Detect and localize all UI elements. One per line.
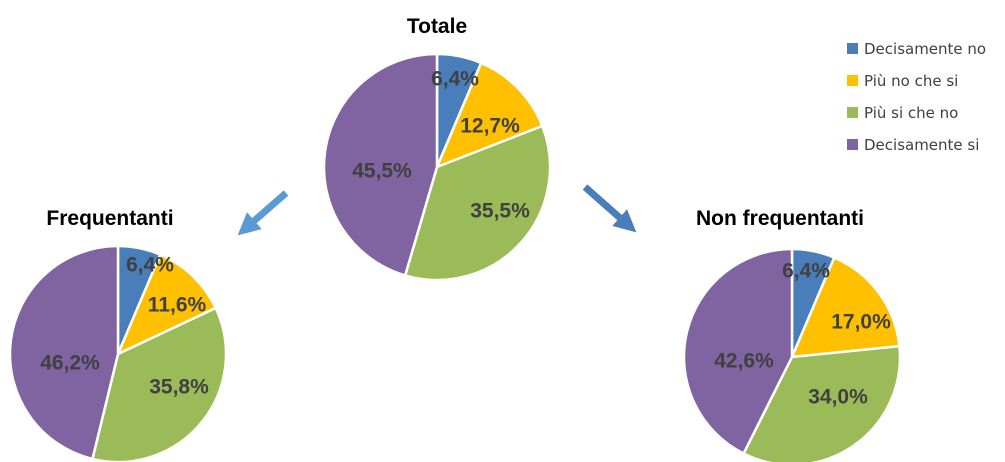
data-label-non-frequentanti-decisamente-si: 42,6% xyxy=(714,350,774,373)
legend-label-decisamente-si: Decisamente si xyxy=(864,136,979,154)
pie-slice-frequentanti-piu-no-che-si xyxy=(116,253,217,356)
pie-chart-totale: 6,4% 12,7% 35,5% 45,5% xyxy=(322,52,552,282)
pie-chart-non-frequentanti: 6,4% 17,0% 34,0% 42,6% xyxy=(682,247,902,462)
data-label-frequentanti-piu-no-che-si: 11,6% xyxy=(148,294,207,317)
pie-chart-frequentanti: 6,4% 11,6% 35,8% 46,2% xyxy=(8,244,228,462)
data-label-frequentanti-decisamente-no: 6,4% xyxy=(126,254,174,277)
pie-slice-frequentanti-decisamente-si xyxy=(8,244,120,461)
data-label-non-frequentanti-piu-no-che-si: 17,0% xyxy=(831,311,891,334)
legend-swatch-piu-no-che-si xyxy=(847,75,858,86)
data-label-non-frequentanti-decisamente-no: 6,4% xyxy=(782,260,830,283)
arrow-to-non-frequentanti-icon xyxy=(582,184,637,233)
legend-swatch-decisamente-si xyxy=(847,139,858,150)
chart-title-non-frequentanti: Non frequentanti xyxy=(696,207,864,230)
data-label-totale-decisamente-si: 45,5% xyxy=(352,160,412,183)
legend-label-piu-si-che-no: Più si che no xyxy=(864,104,958,122)
legend: Decisamente no Più no che si Più si che … xyxy=(847,40,986,154)
data-label-totale-piu-no-che-si: 12,7% xyxy=(460,115,520,138)
data-label-frequentanti-decisamente-si: 46,2% xyxy=(40,352,100,375)
pie-slice-non-frequentanti-decisamente-si xyxy=(682,247,794,455)
data-label-totale-decisamente-no: 6,4% xyxy=(431,68,479,91)
pie-slice-totale-decisamente-si xyxy=(322,52,439,277)
chart-title-frequentanti: Frequentanti xyxy=(46,207,173,230)
pie-slice-non-frequentanti-piu-si-che-no xyxy=(742,344,902,462)
legend-label-decisamente-no: Decisamente no xyxy=(864,40,986,58)
arrow-to-frequentanti-icon xyxy=(237,190,289,236)
data-label-totale-piu-si-che-no: 35,5% xyxy=(470,200,530,223)
pie-slice-totale-piu-no-che-si xyxy=(435,61,544,169)
data-label-frequentanti-piu-si-che-no: 35,8% xyxy=(149,376,209,399)
chart-title-totale: Totale xyxy=(407,15,467,38)
pie-slice-totale-piu-si-che-no xyxy=(403,124,552,282)
data-label-non-frequentanti-piu-si-che-no: 34,0% xyxy=(808,386,868,409)
legend-label-piu-no-che-si: Più no che si xyxy=(864,72,958,90)
legend-swatch-piu-si-che-no xyxy=(847,107,858,118)
pie-slice-non-frequentanti-piu-no-che-si xyxy=(790,256,901,359)
legend-swatch-decisamente-no xyxy=(847,43,858,54)
